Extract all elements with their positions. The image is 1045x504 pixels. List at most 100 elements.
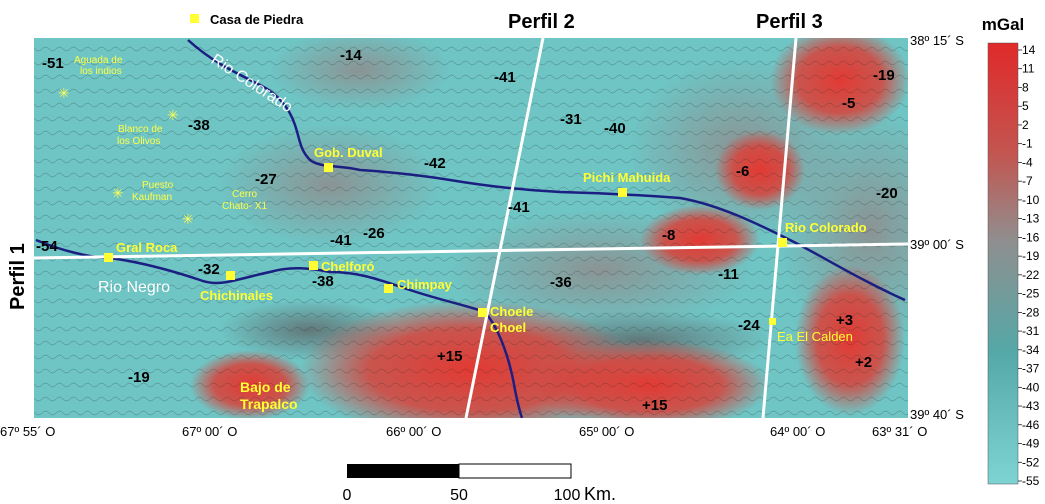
- scale-segment-white: [458, 463, 572, 479]
- colorbar-tick-label: -22: [1022, 268, 1040, 282]
- marker-chichinales: [226, 271, 235, 280]
- colorbar-tick-label: -19: [1022, 249, 1040, 263]
- scale-unit: Km.: [584, 484, 616, 504]
- town-label: Chichinales: [200, 288, 273, 303]
- marker-pichi-mahuida: [618, 188, 627, 197]
- scale-segment-black: [347, 464, 459, 478]
- latitude-labels: 38º 15´ S 39º 00´ S 39º 40´ S: [910, 33, 964, 422]
- star-icon: ✳: [58, 85, 70, 101]
- value-label: -19: [128, 369, 150, 386]
- well-markers: ✳ ✳ ✳ ✳: [58, 85, 194, 227]
- colorbar-tick-label: 14: [1022, 43, 1036, 57]
- colorbar-tick-label: -4: [1022, 155, 1033, 169]
- value-label: -40: [604, 120, 626, 137]
- place-label: Kaufman: [132, 192, 172, 203]
- marker-gral-roca: [104, 253, 113, 262]
- town-label: Ea El Calden: [777, 329, 853, 344]
- lon-label: 63º 31´ O: [872, 424, 927, 439]
- colorbar-tick-label: -34: [1022, 343, 1040, 357]
- colorbar-tick-label: -37: [1022, 362, 1040, 376]
- town-markers: [104, 14, 787, 325]
- colorbar-tick-label: -10: [1022, 193, 1040, 207]
- value-label: -41: [494, 69, 516, 86]
- value-label: -26: [363, 225, 385, 242]
- value-label: +15: [642, 397, 667, 414]
- colorbar-ticks: 14 11 8 5 2 -1 -4 -7 -10 -13 -16 -19 -22 -25 -28 -31 -34…: [1018, 43, 1040, 488]
- marker-casa-de-piedra: [190, 14, 199, 23]
- lon-label: 64º 00´ O: [770, 424, 825, 439]
- colorbar-tick-label: -40: [1022, 380, 1040, 394]
- value-label: -6: [736, 163, 749, 180]
- marker-choele-choel: [478, 308, 487, 317]
- scale-label: 100: [554, 487, 581, 504]
- place-label: Puesto: [142, 180, 174, 191]
- scale-label: 0: [343, 487, 352, 504]
- lon-label: 67º 00´ O: [182, 424, 237, 439]
- rio-colorado-line: [187, 39, 906, 302]
- longitude-labels: 67º 55´ O 67º 00´ O 66º 00´ O 65º 00´ O …: [0, 424, 927, 439]
- marker-ea-el-calden: [769, 318, 776, 325]
- anomaly-values: -51 -14 -41 -19 -38 -31 -40 -5 -42 -27 -…: [36, 47, 898, 414]
- value-label: -32: [198, 261, 220, 278]
- colorbar-tick-label: -13: [1022, 212, 1040, 226]
- town-label: Chimpay: [397, 277, 453, 292]
- profile-lines: [33, 37, 909, 419]
- value-label: -20: [876, 185, 898, 202]
- colorbar-ramp: [987, 42, 1019, 485]
- casa-de-piedra-label: Casa de Piedra: [210, 12, 304, 27]
- place-label: Aguada de: [74, 55, 123, 66]
- star-icon: ✳: [167, 107, 179, 123]
- star-icon: ✳: [182, 211, 194, 227]
- value-label: -27: [255, 171, 277, 188]
- colorbar-tick-label: 2: [1022, 118, 1029, 132]
- town-labels: Gob. Duval Pichi Mahuida Rio Colorado Gr…: [116, 145, 867, 344]
- colorbar-title: mGal: [982, 15, 1025, 34]
- value-label: -41: [330, 232, 352, 249]
- town-label: Gob. Duval: [314, 145, 383, 160]
- marker-gob-duval: [324, 163, 333, 172]
- colorbar-tick-label: -43: [1022, 399, 1040, 413]
- value-label: -51: [42, 55, 64, 72]
- town-label: Rio Colorado: [785, 220, 867, 235]
- value-label: -14: [340, 47, 362, 64]
- colorbar-tick-label: -52: [1022, 455, 1040, 469]
- colorbar: mGal 14 11 8 5 2 -1 -4 -7 -10 -13 -16 -19 -22 -25 -28 -…: [982, 15, 1040, 488]
- value-label: -19: [873, 67, 895, 84]
- value-label: -36: [550, 274, 572, 291]
- place-label: Bajo de: [240, 379, 291, 395]
- place-label: Trapalco: [240, 396, 298, 412]
- value-label: -31: [560, 111, 582, 128]
- value-label: -11: [718, 266, 739, 283]
- colorbar-tick-label: 8: [1022, 80, 1029, 94]
- place-label: los indios: [80, 66, 122, 77]
- marker-chimpay: [384, 284, 393, 293]
- value-label: +3: [836, 312, 853, 329]
- town-label: Pichi Mahuida: [583, 170, 671, 185]
- lon-label: 65º 00´ O: [579, 424, 634, 439]
- rio-negro-line: [35, 238, 524, 418]
- town-label: Choel: [490, 320, 526, 335]
- perfil-1-title: Perfil 1: [7, 243, 29, 310]
- colorbar-tick-label: -49: [1022, 437, 1040, 451]
- lon-label: 67º 55´ O: [0, 424, 55, 439]
- colorbar-tick-label: -46: [1022, 418, 1040, 432]
- value-label: -38: [312, 273, 334, 290]
- value-label: -38: [188, 117, 210, 134]
- perfil-2-title: Perfil 2: [508, 11, 575, 33]
- scale-bar: 0 50 100 Km.: [343, 463, 616, 504]
- colorbar-tick-label: -7: [1022, 174, 1033, 188]
- rivers: [35, 39, 906, 418]
- colorbar-tick-label: -55: [1022, 474, 1040, 488]
- town-label: Choele: [490, 304, 533, 319]
- value-label: +2: [855, 354, 872, 371]
- town-label: Chelforó: [321, 259, 375, 274]
- colorbar-tick-label: -16: [1022, 230, 1040, 244]
- perfil-1-line: [33, 242, 909, 260]
- place-label: Chato- X1: [222, 201, 267, 212]
- colorbar-tick-label: -31: [1022, 324, 1040, 338]
- star-icon: ✳: [112, 185, 124, 201]
- value-label: -54: [36, 238, 58, 255]
- bajo-label: Bajo de Trapalco: [240, 379, 298, 412]
- value-label: -5: [842, 95, 855, 112]
